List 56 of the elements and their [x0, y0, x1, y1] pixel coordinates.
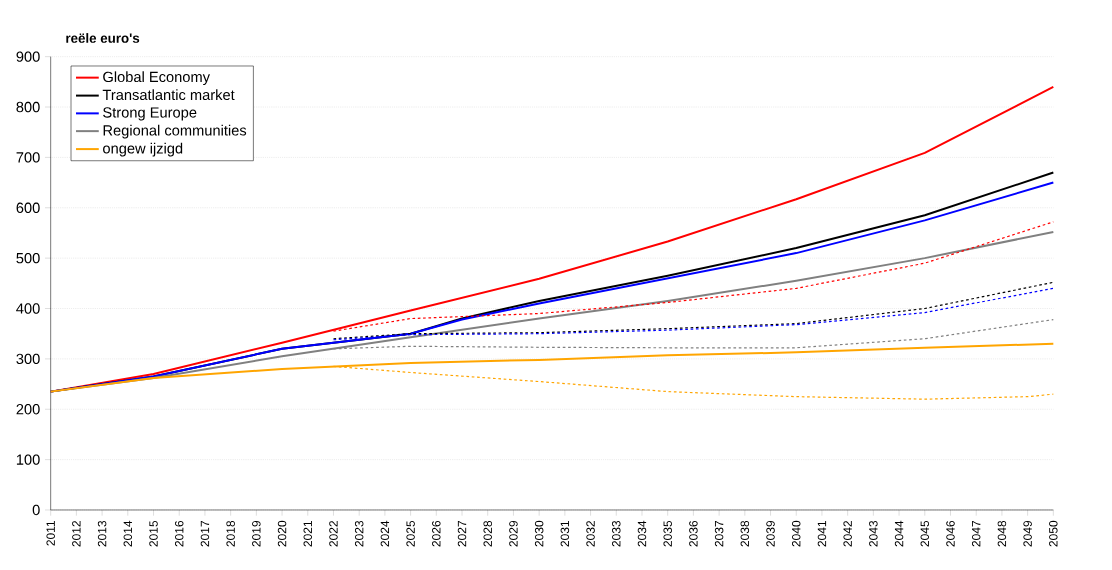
x-tick-label: 2039 [766, 520, 775, 547]
x-tick-label: 2049 [1023, 520, 1032, 547]
x-tick-label: 2024 [380, 520, 390, 547]
x-tick-label: 2026 [432, 520, 441, 547]
x-tick-label: 2046 [946, 520, 955, 547]
x-tick-label: 2030 [534, 520, 544, 547]
x-tick-label: 2042 [843, 521, 852, 547]
x-tick-label: 2028 [483, 520, 492, 547]
y-tick-label: 0 [32, 504, 40, 516]
x-tick-label: 2021 [303, 520, 313, 547]
y-tick-label: 300 [16, 353, 40, 365]
legend-label: Transatlantic market [102, 89, 235, 101]
x-tick-label: 2034 [637, 520, 647, 547]
x-tick-label: 2045 [920, 520, 930, 547]
x-tick-label: 2044 [894, 520, 904, 547]
x-tick-label: 2014 [123, 520, 133, 547]
y-tick-label: 600 [16, 202, 40, 213]
x-tick-label: 2020 [277, 520, 287, 547]
x-tick-label: 2027 [457, 521, 467, 547]
x-tick-label: 2035 [663, 520, 672, 547]
x-tick-label: 2040 [791, 520, 801, 547]
y-tick-label: 200 [16, 404, 40, 415]
y-tick-label: 900 [16, 51, 40, 62]
x-tick-label: 2018 [226, 520, 235, 547]
y-tick-label: 800 [16, 101, 40, 113]
x-tick-label: 2011 [46, 520, 55, 546]
x-tick-label: 2023 [354, 520, 364, 547]
x-tick-label: 2037 [714, 521, 724, 547]
x-tick-label: 2050 [1049, 520, 1058, 547]
x-tick-label: 2016 [174, 520, 184, 547]
y-axis-title: reële euro's [66, 33, 140, 43]
x-tick-label: 2019 [252, 520, 261, 547]
x-tick-label: 2015 [149, 520, 158, 547]
y-tick-label: 400 [16, 303, 40, 314]
x-tick-label: 2041 [817, 520, 827, 547]
y-tick-label: 100 [16, 454, 40, 465]
x-tick-label: 2022 [329, 521, 338, 547]
x-tick-label: 2032 [586, 521, 595, 547]
x-tick-label: 2025 [406, 520, 415, 547]
x-tick-label: 2047 [971, 521, 981, 547]
y-tick-label: 700 [16, 152, 40, 163]
x-tick-label: 2033 [612, 520, 621, 547]
x-tick-label: 2029 [509, 520, 518, 547]
x-tick-label: 2012 [72, 521, 81, 547]
x-tick-label: 2036 [689, 520, 698, 547]
x-tick-label: 2017 [200, 521, 210, 547]
legend-label: Global Economy [103, 71, 210, 85]
x-tick-label: 2038 [740, 520, 750, 547]
x-tick-label: 2048 [997, 520, 1007, 547]
legend-label: Strong Europe [103, 107, 197, 121]
y-tick-label: 500 [16, 252, 40, 264]
legend-label: ongew ijzigd [103, 142, 183, 157]
x-tick-label: 2013 [97, 520, 107, 547]
x-tick-label: 2043 [869, 520, 878, 547]
x-tick-label: 2031 [560, 520, 570, 547]
legend-label: Regional communities [103, 124, 247, 139]
